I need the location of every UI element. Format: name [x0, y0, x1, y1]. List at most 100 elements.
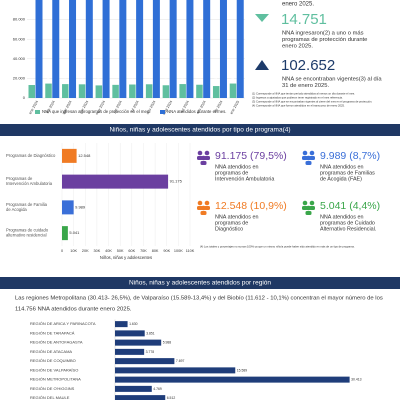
stat-text: de Acogida (FAE)	[320, 176, 362, 182]
category-label: Programas de Familia de Acogida	[6, 202, 48, 212]
people-icon	[305, 211, 312, 215]
x-tick-label: 50K	[117, 249, 124, 253]
x-tick-label: abr 2024	[79, 100, 90, 114]
footnote: (1) Corresponde a NNA que tenían período…	[252, 92, 355, 96]
bar	[45, 83, 52, 98]
x-axis-label: Niños, niñas y adolescentes	[100, 255, 152, 260]
x-tick-label: feb 2024	[45, 100, 55, 114]
stat-text: programas de	[215, 220, 248, 226]
people-icon	[306, 155, 311, 161]
category-label: REGIÓN DE ATACAMA	[30, 349, 72, 354]
bar	[152, 0, 160, 98]
note: (4) Los totales y porcentajes no suman 1…	[200, 245, 355, 249]
value-label: 12.548	[78, 153, 91, 158]
value-label: 12.856	[97, 73, 101, 83]
bar	[119, 0, 127, 99]
stat-text: NNA atendidos en	[320, 214, 363, 220]
people-icon	[197, 150, 203, 156]
highlight-value: 102.652	[281, 57, 335, 74]
highlight-text: programas de protección durante	[282, 37, 367, 43]
value-label: 4.769	[153, 387, 162, 391]
bar	[115, 348, 145, 355]
section-header	[0, 124, 400, 136]
legend-swatch	[35, 110, 40, 114]
up-icon	[255, 60, 269, 70]
bar	[115, 339, 162, 346]
stat-text: programas de	[215, 170, 248, 176]
bar	[69, 0, 77, 98]
x-tick-label: jul 2024	[129, 100, 139, 114]
category-label: REGIÓN METROPOLITANA	[30, 377, 81, 382]
value-label: 14.171	[63, 72, 67, 82]
highlight-text: 31 de enero 2025.	[282, 83, 329, 89]
stat-text: Diagnóstico	[215, 226, 243, 232]
x-tick-label: sept 2024	[162, 100, 173, 116]
value-label: 13.760	[130, 72, 134, 82]
x-tick-label: ene 2024	[28, 100, 39, 115]
value-label: 91.175	[170, 179, 183, 184]
bar	[145, 84, 153, 98]
y-tick-label: 0	[23, 95, 26, 100]
value-label: 14.003	[147, 72, 151, 82]
category-label: Programas de cuidado alternativo residenc…	[6, 228, 49, 238]
value-label: 12.187	[214, 74, 218, 84]
value-label: 14.709	[46, 71, 50, 81]
value-label: 3.851	[146, 331, 155, 335]
bar	[196, 84, 203, 98]
x-tick-label: 40K	[105, 249, 112, 253]
x-tick-label: 90K	[163, 249, 170, 253]
bar	[129, 84, 136, 98]
value-label: 13.524	[197, 72, 201, 82]
value-label: 5.988	[163, 341, 172, 345]
stat-text: NNA atendidos en	[320, 164, 363, 170]
people-icon	[204, 150, 210, 156]
highlight-text: enero 2025.	[282, 44, 313, 50]
footnote: (4) Corresponde a NNA que fueron atendid…	[252, 104, 345, 108]
bar	[229, 83, 237, 98]
bar	[102, 0, 110, 99]
legend-label: NNA que ingresan a programas de protecci…	[42, 109, 150, 114]
bar	[115, 385, 152, 392]
people-icon	[204, 200, 210, 206]
x-tick-label: 70K	[140, 249, 147, 253]
y-tick-label: 40.000	[13, 56, 26, 61]
category-label: REGIÓN DE TARAPACÁ	[30, 330, 75, 335]
people-icon	[309, 150, 315, 156]
value-label: 3.778	[146, 350, 155, 354]
bar	[62, 84, 69, 98]
y-tick-label: 20.000	[13, 75, 26, 80]
x-tick-label: 80K	[152, 249, 159, 253]
bar	[62, 226, 68, 241]
section-title: Niños, niñas y adolescentes atendidos po…	[129, 280, 271, 287]
bar	[203, 0, 211, 98]
stat-value: 5.041 (4,4%)	[320, 200, 380, 212]
y-tick-label: 80.000	[13, 17, 26, 22]
x-tick-label: dic 2024	[213, 100, 223, 114]
stat-text: programas de Familias	[320, 170, 375, 176]
category-label: Programas de Diagnóstico	[6, 153, 56, 158]
stat-value: 91.175 (79,5%)	[215, 150, 287, 162]
value-label: 30.413	[351, 378, 361, 382]
people-icon	[200, 211, 207, 215]
people-icon	[200, 161, 207, 165]
value-label: 12.998	[164, 73, 168, 83]
people-icon	[197, 200, 203, 206]
bar	[136, 0, 144, 98]
bar	[169, 0, 177, 98]
bar	[115, 395, 166, 400]
value-label: 6.512	[167, 396, 176, 400]
legend-swatch	[160, 110, 165, 114]
value-label: 5.041	[69, 230, 80, 235]
footnote: (2) Ingresos a ajustados que pudieron te…	[252, 96, 343, 100]
bar	[62, 200, 74, 215]
summary-text: 114.756 NNA atendidos durante enero 2025…	[15, 307, 132, 313]
value-label: 13.412	[113, 72, 117, 82]
people-icon	[302, 150, 308, 156]
bar	[28, 85, 35, 98]
bar	[115, 367, 236, 374]
x-tick-label: ago 2024	[145, 100, 156, 115]
people-icon	[306, 205, 311, 211]
x-tick-label: 0	[61, 249, 63, 253]
x-tick-label: 60K	[128, 249, 135, 253]
